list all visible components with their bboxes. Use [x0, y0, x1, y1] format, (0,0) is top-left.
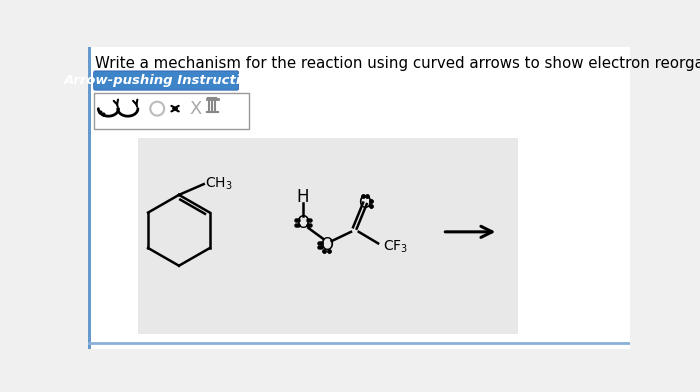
Text: X: X — [190, 100, 202, 118]
Text: CH$_3$: CH$_3$ — [205, 175, 233, 192]
Text: O: O — [358, 194, 372, 212]
FancyBboxPatch shape — [94, 71, 239, 90]
Text: CF$_3$: CF$_3$ — [383, 239, 408, 256]
Text: O: O — [320, 236, 332, 254]
Text: Write a mechanism for the reaction using curved arrows to show electron reorgani: Write a mechanism for the reaction using… — [95, 56, 700, 71]
Bar — [94, 93, 248, 129]
Bar — [138, 138, 517, 334]
Bar — [88, 47, 92, 349]
Text: O: O — [297, 214, 309, 232]
Text: H: H — [297, 188, 309, 206]
Text: Arrow-pushing Instructions: Arrow-pushing Instructions — [64, 74, 268, 87]
